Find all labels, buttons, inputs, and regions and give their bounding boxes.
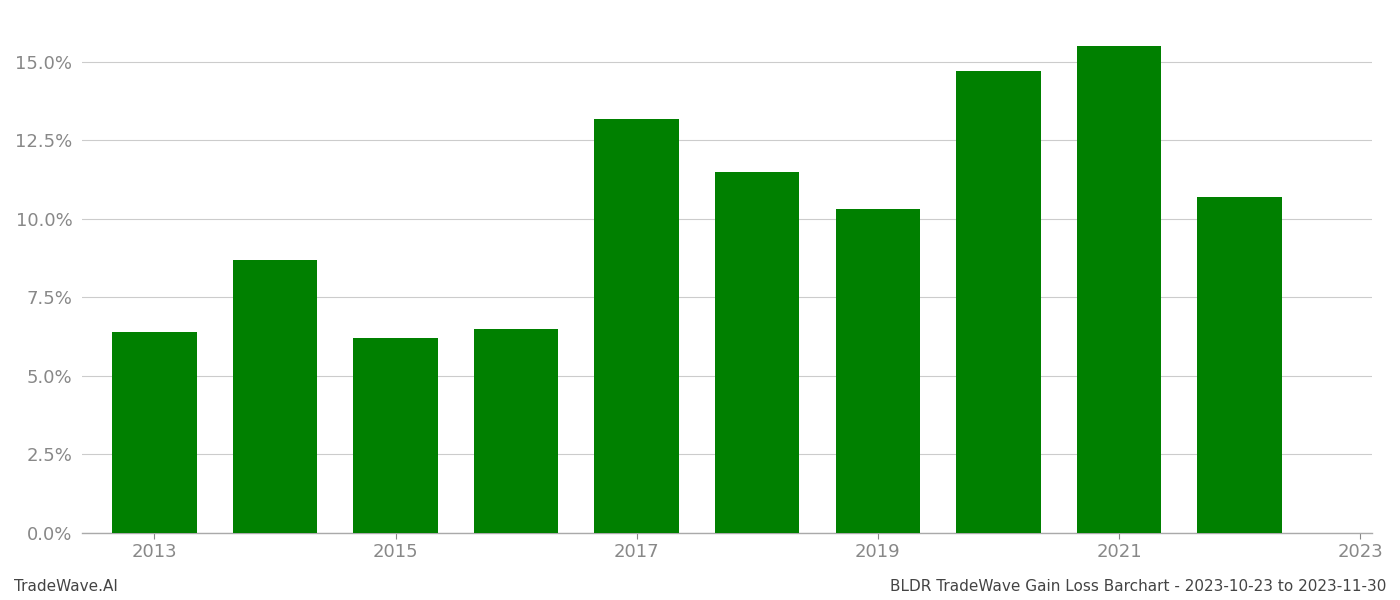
Bar bbox=[1197, 197, 1282, 533]
Text: TradeWave.AI: TradeWave.AI bbox=[14, 579, 118, 594]
Bar bbox=[715, 172, 799, 533]
Bar bbox=[956, 71, 1040, 533]
Bar bbox=[595, 119, 679, 533]
Bar bbox=[112, 332, 196, 533]
Text: BLDR TradeWave Gain Loss Barchart - 2023-10-23 to 2023-11-30: BLDR TradeWave Gain Loss Barchart - 2023… bbox=[889, 579, 1386, 594]
Bar bbox=[836, 209, 920, 533]
Bar bbox=[1077, 46, 1161, 533]
Bar bbox=[353, 338, 438, 533]
Bar bbox=[473, 329, 559, 533]
Bar bbox=[232, 260, 318, 533]
